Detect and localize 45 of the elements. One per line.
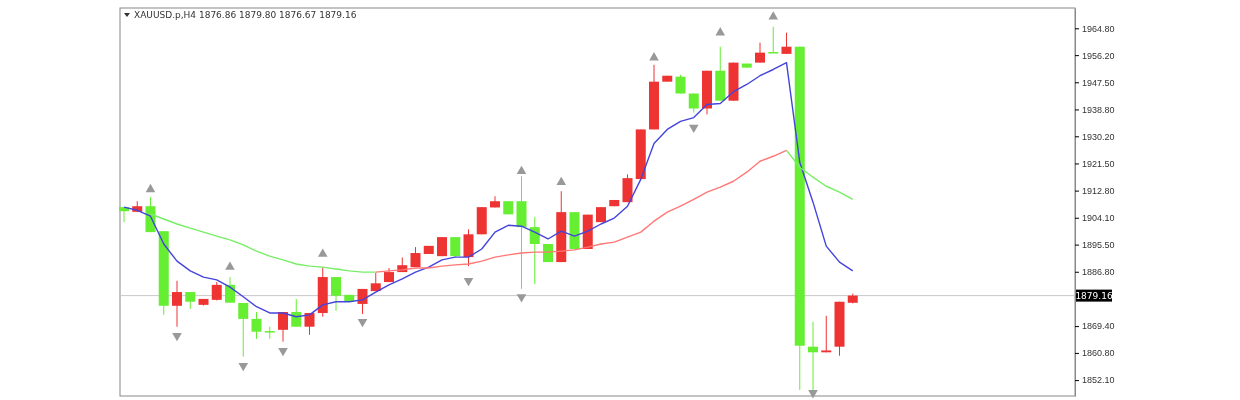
y-tick-label: 1956.20 xyxy=(1082,50,1115,61)
candlestick xyxy=(463,228,474,267)
candlestick xyxy=(251,311,262,340)
y-tick-label: 1886.80 xyxy=(1082,267,1115,278)
y-tick-label: 1938.80 xyxy=(1082,104,1115,115)
candlestick xyxy=(238,302,249,358)
point xyxy=(463,278,474,287)
point xyxy=(225,261,235,270)
candlestick xyxy=(768,26,779,54)
candlestick xyxy=(331,276,341,312)
point xyxy=(145,183,156,193)
y-tick-label: 1852.10 xyxy=(1082,375,1115,386)
point xyxy=(516,165,527,175)
candlestick xyxy=(755,42,765,64)
y-tick-label: 1869.40 xyxy=(1082,321,1115,332)
y-tick-label: 1895.50 xyxy=(1082,239,1115,250)
point xyxy=(649,52,659,61)
point xyxy=(715,27,726,36)
point xyxy=(516,294,527,303)
candlestick xyxy=(490,195,500,208)
point xyxy=(172,332,182,342)
candlestick xyxy=(172,280,182,328)
y-tick-label: 1904.10 xyxy=(1082,213,1115,224)
candlestick xyxy=(781,32,792,55)
point xyxy=(808,390,818,399)
point xyxy=(278,347,288,357)
point xyxy=(357,318,368,328)
point xyxy=(238,362,249,372)
candlestick xyxy=(675,74,686,95)
chart-title: XAUUSD.p,H4 1876.86 1879.80 1876.67 1879.16 xyxy=(134,10,357,20)
candlestick xyxy=(225,276,235,304)
y-tick-label: 1912.80 xyxy=(1082,185,1115,196)
point xyxy=(317,248,328,257)
candlestick xyxy=(821,315,832,353)
y-tick-label: 1921.50 xyxy=(1082,158,1115,169)
y-tick-label: 1860.80 xyxy=(1082,348,1115,359)
ref-line-label: 1879.16 xyxy=(1075,291,1113,302)
candlestick xyxy=(529,216,540,285)
point xyxy=(768,11,779,20)
y-tick-label: 1964.80 xyxy=(1082,23,1115,34)
point xyxy=(556,176,567,185)
y-tick-label: 1947.50 xyxy=(1082,77,1115,88)
y-tick-label: 1930.20 xyxy=(1082,131,1115,142)
candlestick xyxy=(278,311,288,343)
candlestick xyxy=(291,298,302,328)
